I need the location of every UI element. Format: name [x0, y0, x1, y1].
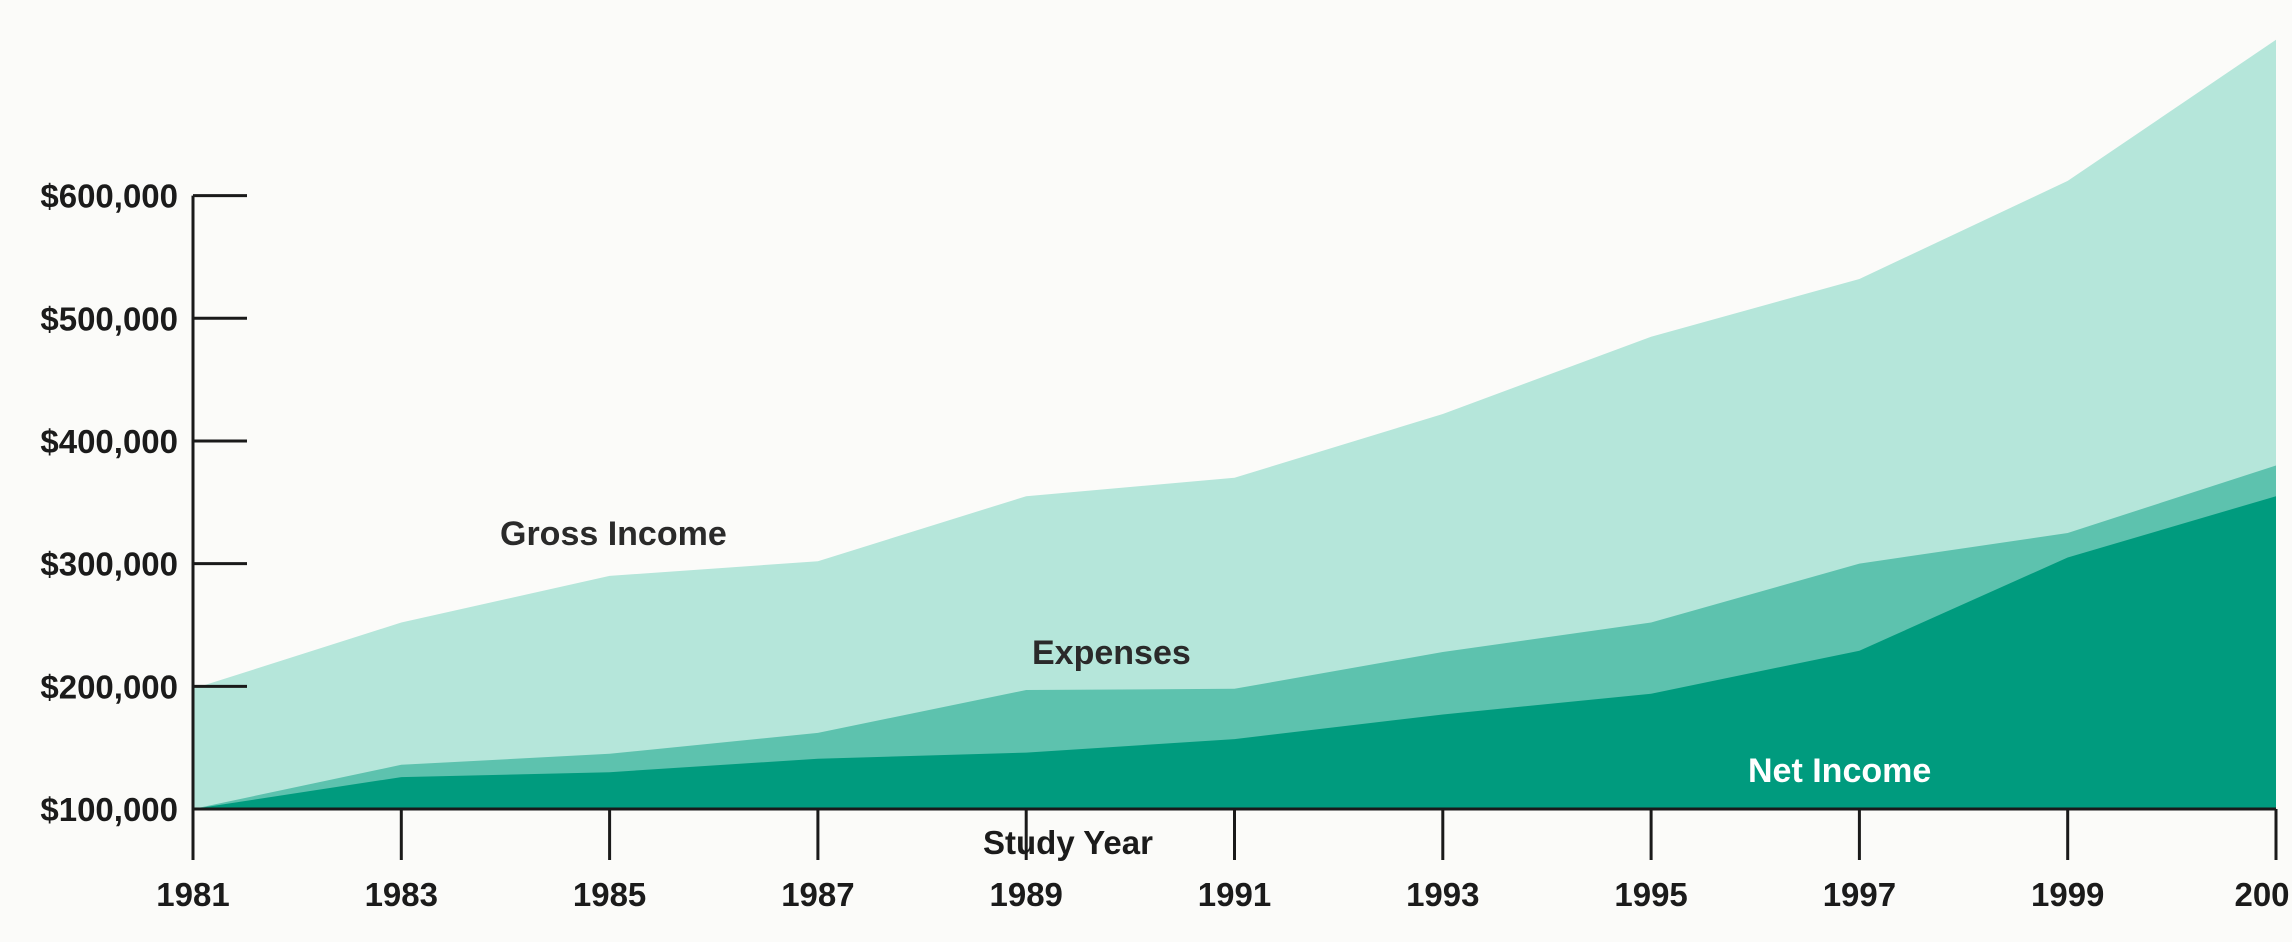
x-tick-label: 1983: [365, 876, 438, 913]
series-label-net-income: Net Income: [1748, 752, 1931, 790]
x-tick-label: 1987: [781, 876, 854, 913]
x-tick-label: 1999: [2031, 876, 2104, 913]
y-tick-label: $300,000: [40, 546, 178, 583]
x-tick-label: 200: [2234, 876, 2289, 913]
x-tick-label: 1991: [1198, 876, 1271, 913]
x-tick-label: 1997: [1823, 876, 1896, 913]
series-labels: Gross Income Expenses Net Income Study Y…: [500, 515, 1931, 861]
series-areas: [193, 39, 2276, 810]
x-tick-label: 1981: [156, 876, 229, 913]
y-tick-label: $100,000: [40, 791, 178, 828]
series-label-gross-income: Gross Income: [500, 515, 727, 553]
series-label-expenses: Expenses: [1032, 634, 1191, 672]
x-tick-label: 1989: [989, 876, 1062, 913]
y-tick-label: $500,000: [40, 300, 178, 337]
axes: $100,000 $200,000 $300,000 $400,000 $500,000…: [40, 178, 2289, 913]
y-tick-label: $200,000: [40, 668, 178, 705]
x-tick-label: 1995: [1614, 876, 1687, 913]
x-axis-title: Study Year: [983, 824, 1153, 861]
area-net-income: [193, 496, 2276, 809]
x-tick-label: 1993: [1406, 876, 1479, 913]
y-tick-label: $400,000: [40, 423, 178, 460]
x-tick-label: 1985: [573, 876, 646, 913]
y-tick-label: $600,000: [40, 178, 178, 215]
